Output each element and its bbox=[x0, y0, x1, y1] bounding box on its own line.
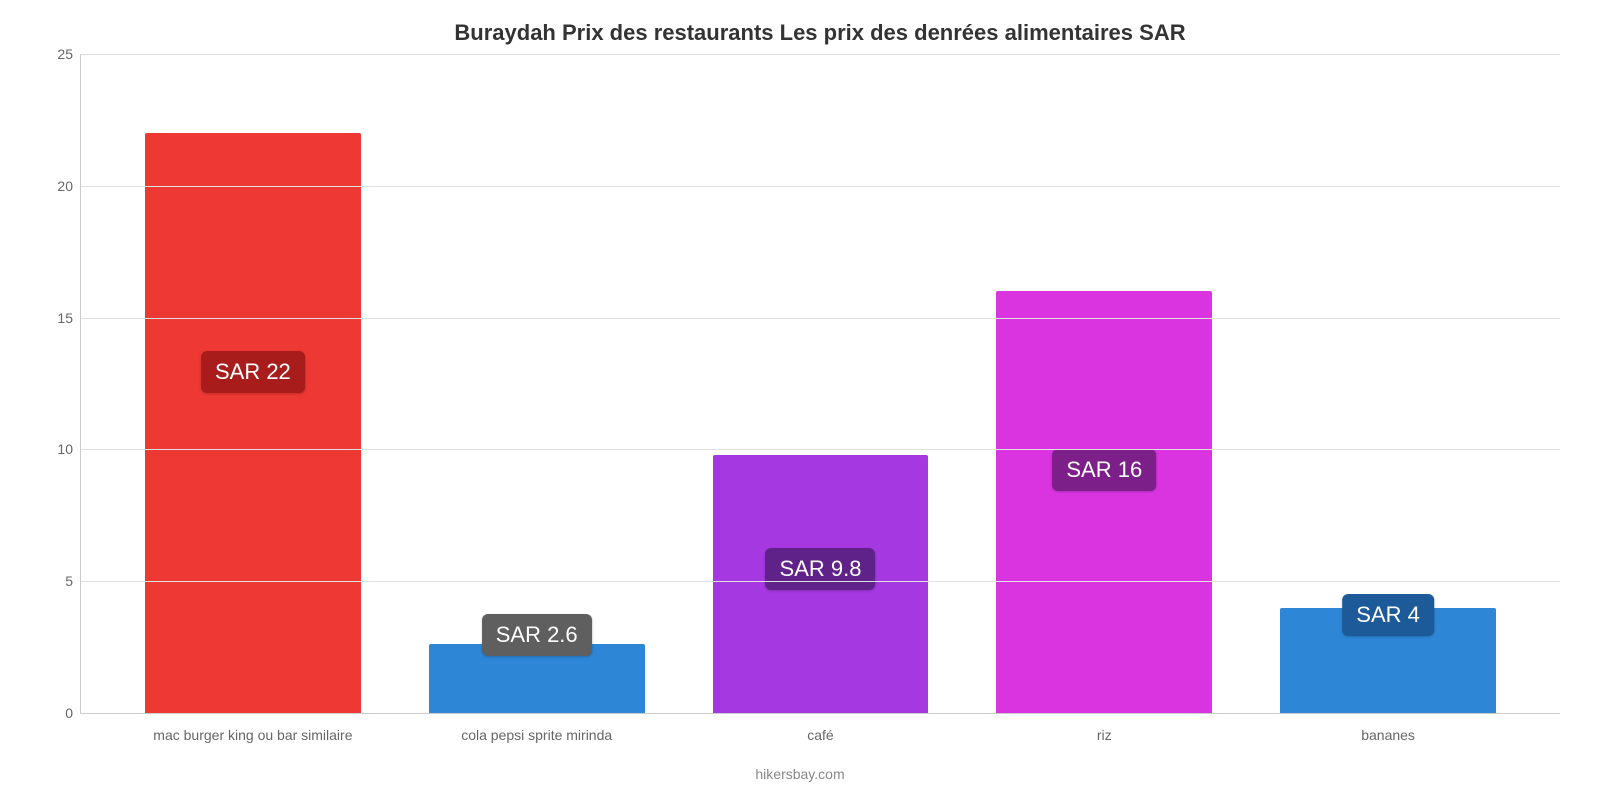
bar-slot: SAR 4 bbox=[1246, 54, 1530, 713]
y-tick-label: 15 bbox=[41, 310, 73, 326]
gridline bbox=[81, 318, 1560, 319]
y-tick-label: 25 bbox=[41, 46, 73, 62]
bar bbox=[145, 133, 361, 713]
bar-slot: SAR 16 bbox=[962, 54, 1246, 713]
x-axis-labels: mac burger king ou bar similairecola pep… bbox=[81, 727, 1560, 743]
value-label-badge: SAR 2.6 bbox=[482, 614, 592, 656]
value-label-badge: SAR 9.8 bbox=[766, 548, 876, 590]
x-tick-label: riz bbox=[962, 727, 1246, 743]
chart-source: hikersbay.com bbox=[755, 766, 844, 782]
y-tick-label: 10 bbox=[41, 441, 73, 457]
y-tick-label: 5 bbox=[41, 573, 73, 589]
bars-container: SAR 22 SAR 2.6 SAR 9.8 SAR 16 SAR 4 bbox=[81, 54, 1560, 713]
value-label-badge: SAR 16 bbox=[1052, 449, 1156, 491]
bar-slot: SAR 9.8 bbox=[679, 54, 963, 713]
gridline bbox=[81, 54, 1560, 55]
gridline bbox=[81, 186, 1560, 187]
bar-slot: SAR 2.6 bbox=[395, 54, 679, 713]
value-label-badge: SAR 4 bbox=[1342, 594, 1434, 636]
x-tick-label: mac burger king ou bar similaire bbox=[111, 727, 395, 743]
gridline bbox=[81, 581, 1560, 582]
x-tick-label: cola pepsi sprite mirinda bbox=[395, 727, 679, 743]
bar bbox=[996, 291, 1212, 713]
price-bar-chart: Buraydah Prix des restaurants Les prix d… bbox=[0, 0, 1600, 800]
bar-slot: SAR 22 bbox=[111, 54, 395, 713]
plot-area: SAR 22SAR 2.6SAR 9.8SAR 16SAR 4 mac burg… bbox=[80, 54, 1560, 714]
y-tick-label: 20 bbox=[41, 178, 73, 194]
x-tick-label: bananes bbox=[1246, 727, 1530, 743]
x-tick-label: café bbox=[679, 727, 963, 743]
gridline bbox=[81, 449, 1560, 450]
chart-title: Buraydah Prix des restaurants Les prix d… bbox=[80, 20, 1560, 46]
value-label-badge: SAR 22 bbox=[201, 351, 305, 393]
y-tick-label: 0 bbox=[41, 705, 73, 721]
